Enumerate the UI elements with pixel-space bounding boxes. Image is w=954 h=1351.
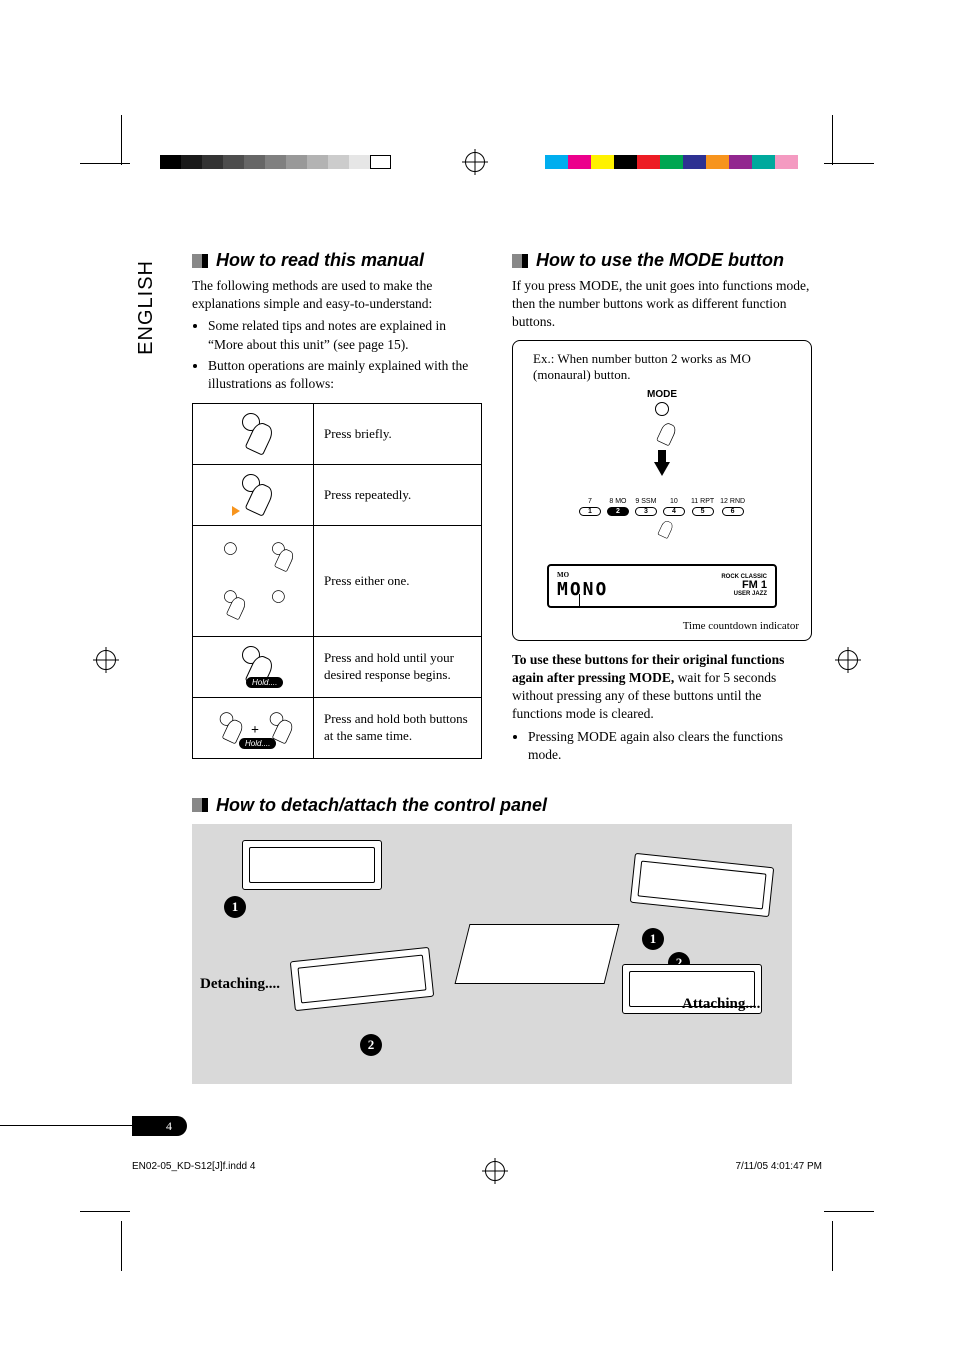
preset-button: 6 xyxy=(722,507,744,516)
language-tab: ENGLISH xyxy=(135,260,158,355)
preset-button: 1 xyxy=(579,507,601,516)
plus-icon: + xyxy=(251,723,259,739)
step-badge-1: 1 xyxy=(224,896,246,918)
registration-marks-top xyxy=(0,145,954,185)
case-illustration xyxy=(455,924,620,984)
table-row: Press briefly. xyxy=(193,404,481,464)
lcd-band: FM 1 xyxy=(721,580,767,591)
preset-top-label: 7 xyxy=(588,498,592,505)
detach-illustration-panel: 1 2 Detaching.... 1 2 Attaching.... xyxy=(192,824,792,1084)
heading-text: How to use the MODE button xyxy=(536,250,784,271)
button-operations-table: Press briefly. Press repeatedly. xyxy=(192,403,482,759)
preset-top-label: 11 RPT xyxy=(691,498,714,505)
press-briefly-icon xyxy=(193,404,313,464)
example-caption: Ex.: When number button 2 works as MO (m… xyxy=(525,351,799,383)
faceplate-illustration xyxy=(290,947,434,1011)
preset-button: 5 xyxy=(692,507,714,516)
detaching-label: Detaching.... xyxy=(200,976,280,993)
table-row: Press repeatedly. xyxy=(193,464,481,525)
registration-marks-bottom xyxy=(0,1201,954,1241)
registration-target-icon xyxy=(485,1161,505,1181)
detach-attach-section: How to detach/attach the control panel 1… xyxy=(192,795,882,1084)
preset-button: 2 xyxy=(607,507,629,516)
preset-buttons-row: 71 8 MO2 9 SSM3 104 11 RPT5 12 RND6 xyxy=(525,498,799,550)
step-badge-1: 1 xyxy=(642,928,664,950)
op-desc: Press repeatedly. xyxy=(313,465,481,525)
print-footer: EN02-05_KD-S12[J]f.indd 4 7/11/05 4:01:4… xyxy=(132,1161,822,1181)
lcd-mo-indicator: MO xyxy=(557,571,608,579)
mode-intro: If you press MODE, the unit goes into fu… xyxy=(512,277,812,332)
press-repeatedly-icon xyxy=(193,465,313,525)
right-column: How to use the MODE button If you press … xyxy=(512,250,812,767)
page-number: 4 xyxy=(132,1116,187,1136)
hold-label: Hold.... xyxy=(246,677,283,688)
heading-text: How to detach/attach the control panel xyxy=(216,795,547,816)
op-desc: Press either one. xyxy=(313,526,481,636)
grayscale-bar xyxy=(160,155,390,169)
preset-top-label: 10 xyxy=(670,498,678,505)
heading-detach: How to detach/attach the control panel xyxy=(192,795,882,816)
arrow-down-icon xyxy=(654,462,670,476)
preset-top-label: 8 MO xyxy=(609,498,626,505)
intro-text: The following methods are used to make t… xyxy=(192,277,482,313)
footer-timestamp: 7/11/05 4:01:47 PM xyxy=(735,1161,822,1181)
lcd-main-text: MONO xyxy=(557,579,608,600)
faceplate-illustration xyxy=(630,853,774,917)
heading-text: How to read this manual xyxy=(216,250,424,271)
mode-example-box: Ex.: When number button 2 works as MO (m… xyxy=(512,340,812,641)
step-badge-2: 2 xyxy=(360,1034,382,1056)
heading-bullet-icon xyxy=(192,254,208,268)
mode-label: MODE xyxy=(647,389,677,400)
mode-button-illustration: MODE xyxy=(637,389,687,454)
bullet-item: Some related tips and notes are explaine… xyxy=(208,317,482,353)
left-column: How to read this manual The following me… xyxy=(192,250,482,767)
heading-mode-button: How to use the MODE button xyxy=(512,250,812,271)
heading-bullet-icon xyxy=(192,798,208,812)
mode-after-bullets: Pressing MODE again also clears the func… xyxy=(512,728,812,764)
bullet-item: Button operations are mainly explained w… xyxy=(208,357,482,393)
op-desc: Press and hold both buttons at the same … xyxy=(313,698,481,758)
lcd-caption: Time countdown indicator xyxy=(525,620,799,632)
intro-bullets: Some related tips and notes are explaine… xyxy=(192,317,482,393)
registration-target-icon xyxy=(96,650,116,670)
lcd-eq-bottom: USER JAZZ xyxy=(721,591,767,597)
press-either-icon xyxy=(193,526,313,636)
table-row: + Hold.... Press and hold both buttons a… xyxy=(193,697,481,758)
color-bar xyxy=(545,155,795,169)
op-desc: Press and hold until your desired respon… xyxy=(313,637,481,697)
lcd-display: MO MONO ROCK CLASSIC FM 1 USER JAZZ xyxy=(547,564,777,608)
hold-label: Hold.... xyxy=(239,738,276,749)
heading-bullet-icon xyxy=(512,254,528,268)
page-content: How to read this manual The following me… xyxy=(192,250,882,1084)
op-desc: Press briefly. xyxy=(313,404,481,464)
table-row: Hold.... Press and hold until your desir… xyxy=(193,636,481,697)
press-hold-both-icon: + Hold.... xyxy=(193,698,313,758)
heading-read-manual: How to read this manual xyxy=(192,250,482,271)
faceplate-illustration xyxy=(242,840,382,890)
preset-top-label: 12 RND xyxy=(720,498,745,505)
footer-filename: EN02-05_KD-S12[J]f.indd 4 xyxy=(132,1161,255,1181)
preset-top-label: 9 SSM xyxy=(635,498,656,505)
table-row: Press either one. xyxy=(193,525,481,636)
attaching-label: Attaching.... xyxy=(682,996,760,1013)
press-hold-icon: Hold.... xyxy=(193,637,313,697)
bullet-item: Pressing MODE again also clears the func… xyxy=(528,728,812,764)
mode-after-text: To use these buttons for their original … xyxy=(512,651,812,724)
registration-target-icon xyxy=(465,152,485,172)
